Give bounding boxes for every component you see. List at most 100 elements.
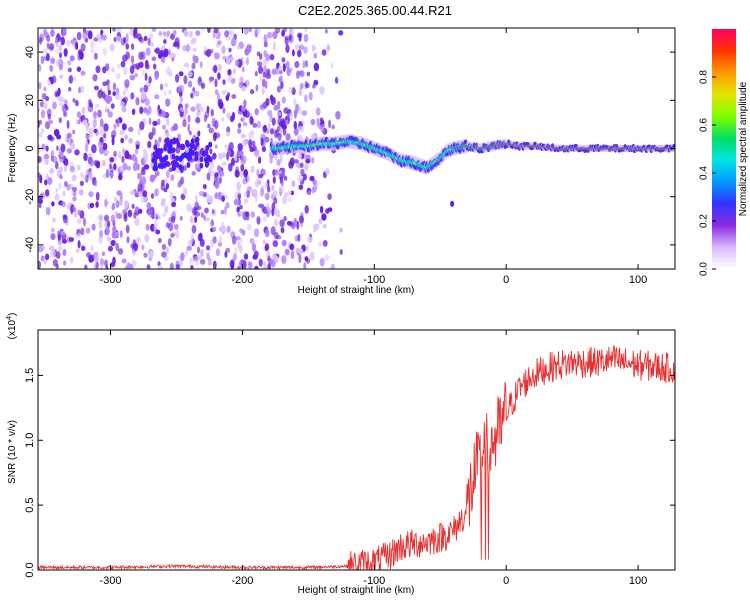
noise-blob — [228, 142, 234, 151]
noise-blob — [38, 245, 44, 253]
noise-blob — [117, 248, 124, 255]
noise-blob — [135, 144, 140, 150]
noise-blob — [237, 241, 241, 250]
noise-blob — [131, 259, 137, 267]
noise-blob — [277, 100, 281, 110]
noise-blob — [186, 203, 192, 212]
noise-blob — [131, 43, 135, 50]
noise-blob — [190, 106, 196, 112]
noise-blob — [242, 139, 247, 147]
noise-blob — [180, 176, 185, 185]
noise-blob — [324, 254, 330, 262]
noise-blob — [213, 132, 217, 142]
noise-blob — [163, 187, 168, 193]
noise-blob — [299, 82, 304, 90]
noise-blob — [45, 189, 50, 197]
noise-blob — [94, 255, 99, 263]
signal-blob — [169, 138, 174, 145]
noise-blob — [231, 37, 237, 47]
noise-blob — [153, 224, 157, 232]
noise-blob — [285, 44, 290, 54]
noise-blob — [272, 240, 279, 248]
noise-blob — [304, 163, 309, 171]
noise-blob — [146, 202, 151, 210]
noise-blob — [238, 81, 244, 89]
noise-blob — [258, 173, 264, 179]
noise-blob — [206, 105, 210, 114]
noise-blob — [228, 162, 233, 172]
noise-blob — [163, 91, 167, 96]
noise-blob — [339, 249, 343, 255]
snr-y-label: SNR (10 * v/v) — [7, 420, 18, 484]
noise-blob — [254, 70, 258, 77]
noise-blob — [258, 203, 264, 208]
noise-blob — [274, 28, 281, 34]
noise-blob — [194, 90, 200, 97]
figure-title: C2E2.2025.365.00.44.R21 — [298, 3, 452, 18]
noise-blob — [46, 42, 50, 50]
noise-blob — [75, 100, 79, 107]
noise-blob — [192, 47, 197, 52]
noise-blob — [224, 144, 230, 150]
noise-blob — [108, 245, 113, 252]
noise-blob — [139, 87, 144, 93]
noise-blob — [102, 47, 107, 56]
noise-blob — [317, 241, 324, 247]
noise-blob — [146, 264, 151, 269]
noise-blob — [113, 150, 117, 157]
snr-multiplier: (x104) — [6, 313, 18, 340]
noise-blob — [301, 110, 308, 116]
noise-blob — [235, 236, 241, 241]
noise-blob — [43, 153, 50, 160]
noise-blob — [327, 193, 332, 201]
noise-blob — [273, 218, 279, 227]
noise-blob — [322, 223, 328, 229]
noise-blob — [143, 107, 148, 114]
noise-blob — [304, 28, 308, 32]
noise-blob — [270, 96, 276, 106]
noise-blob — [263, 59, 268, 67]
noise-blob — [47, 119, 54, 125]
noise-blob — [276, 85, 282, 93]
noise-blob — [191, 224, 197, 234]
noise-blob — [80, 227, 85, 236]
noise-blob — [232, 68, 236, 75]
noise-blob — [321, 213, 327, 221]
noise-blob — [97, 109, 102, 118]
noise-blob — [81, 245, 85, 251]
noise-blob — [127, 209, 133, 218]
noise-blob — [63, 48, 68, 57]
noise-blob — [187, 123, 191, 133]
noise-blob — [198, 190, 205, 197]
noise-blob — [258, 65, 263, 74]
noise-blob — [88, 127, 94, 134]
noise-blob — [45, 145, 49, 152]
noise-blob — [246, 174, 250, 184]
noise-blob — [85, 174, 89, 183]
noise-blob — [330, 63, 334, 68]
noise-blob — [77, 232, 81, 239]
noise-blob — [163, 48, 169, 58]
noise-blob — [165, 182, 170, 190]
noise-blob — [76, 31, 82, 41]
noise-blob — [246, 57, 249, 66]
noise-blob — [72, 98, 76, 103]
noise-blob — [144, 233, 150, 243]
noise-blob — [123, 213, 128, 222]
noise-blob — [126, 236, 130, 244]
noise-blob — [303, 262, 307, 269]
noise-blob — [230, 260, 235, 269]
noise-blob — [200, 82, 205, 89]
noise-blob — [40, 128, 45, 133]
noise-blob — [313, 79, 319, 86]
noise-blob — [293, 127, 299, 136]
noise-blob — [249, 89, 255, 95]
svg-text:(x104): (x104) — [6, 313, 18, 340]
noise-blob — [260, 187, 264, 197]
noise-blob — [241, 229, 246, 236]
noise-blob — [287, 189, 292, 195]
noise-blob — [335, 110, 341, 120]
noise-blob — [274, 129, 278, 139]
noise-blob — [246, 223, 253, 231]
noise-blob — [282, 127, 287, 136]
